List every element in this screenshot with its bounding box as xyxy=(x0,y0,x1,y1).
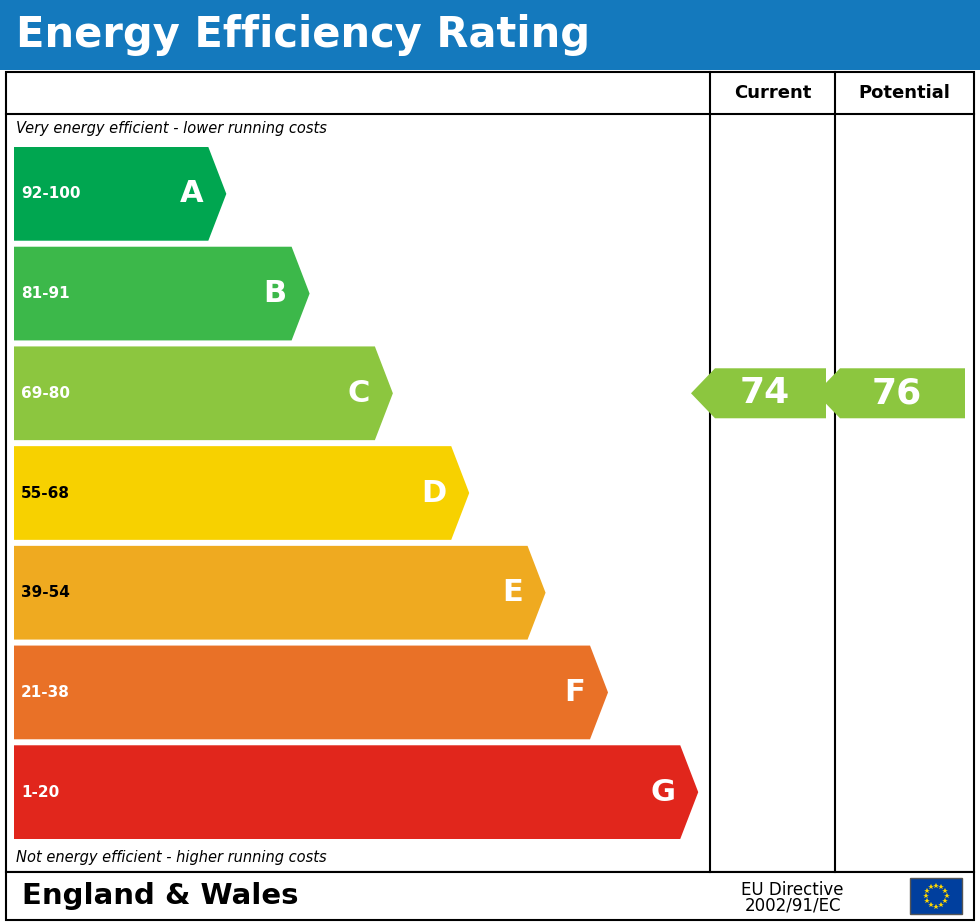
Text: 21-38: 21-38 xyxy=(21,685,70,700)
Text: England & Wales: England & Wales xyxy=(22,882,299,910)
Polygon shape xyxy=(14,745,698,839)
Text: B: B xyxy=(264,279,286,308)
Text: Current: Current xyxy=(734,84,811,102)
Text: A: A xyxy=(179,180,203,208)
Polygon shape xyxy=(691,368,826,419)
Polygon shape xyxy=(14,645,608,739)
Text: 81-91: 81-91 xyxy=(21,286,70,301)
Text: 74: 74 xyxy=(740,376,790,410)
Text: 92-100: 92-100 xyxy=(21,186,80,201)
Polygon shape xyxy=(14,147,226,241)
Text: D: D xyxy=(421,479,446,507)
Text: Very energy efficient - lower running costs: Very energy efficient - lower running co… xyxy=(16,122,327,136)
Polygon shape xyxy=(14,347,393,440)
Polygon shape xyxy=(14,247,310,340)
Text: E: E xyxy=(502,578,522,608)
Text: 76: 76 xyxy=(871,376,921,410)
Text: Potential: Potential xyxy=(858,84,951,102)
Text: C: C xyxy=(348,379,369,408)
Text: 39-54: 39-54 xyxy=(21,585,70,600)
Text: F: F xyxy=(564,678,585,707)
Bar xyxy=(6,72,974,872)
Polygon shape xyxy=(14,446,469,540)
Polygon shape xyxy=(816,368,965,419)
Text: Not energy efficient - higher running costs: Not energy efficient - higher running co… xyxy=(16,849,326,865)
Text: Energy Efficiency Rating: Energy Efficiency Rating xyxy=(16,14,590,56)
Bar xyxy=(910,878,962,914)
Text: 55-68: 55-68 xyxy=(21,486,70,501)
Bar xyxy=(0,0,980,70)
Text: G: G xyxy=(651,777,675,807)
Text: 69-80: 69-80 xyxy=(21,385,70,401)
Text: EU Directive: EU Directive xyxy=(741,881,844,899)
Text: 1-20: 1-20 xyxy=(21,785,59,799)
Polygon shape xyxy=(14,546,546,640)
Text: 2002/91/EC: 2002/91/EC xyxy=(744,896,841,914)
Bar xyxy=(6,872,974,920)
